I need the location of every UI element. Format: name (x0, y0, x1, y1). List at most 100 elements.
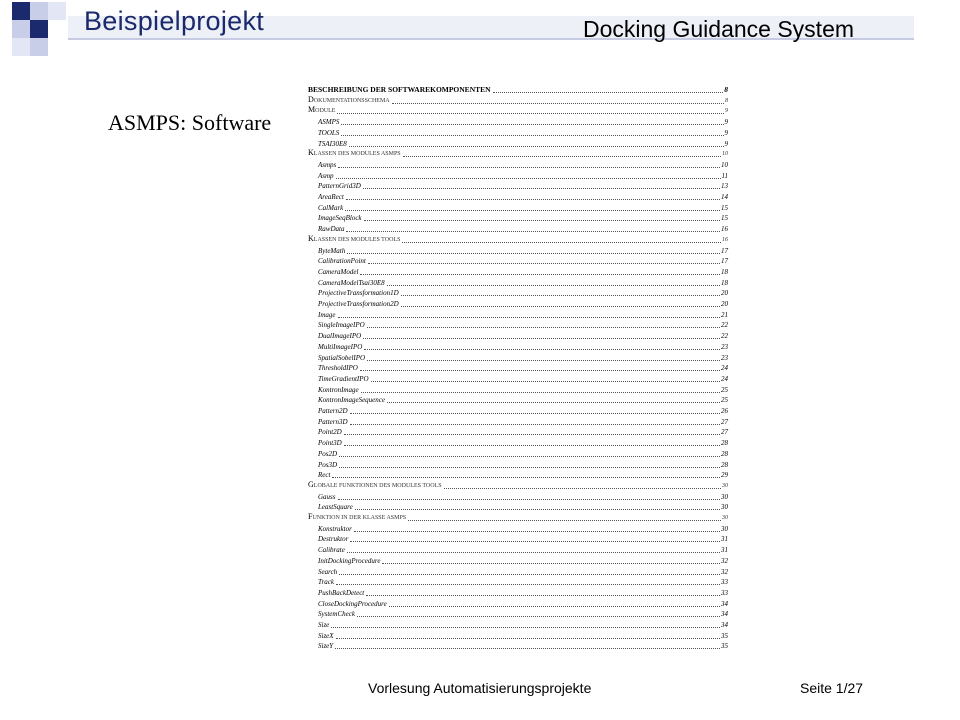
toc-entry: CameraModelTsai30E8 18 (308, 277, 728, 287)
toc-entry-page: 28 (721, 460, 728, 469)
toc-entry-label: Pattern2D (318, 407, 348, 415)
toc-leader-dots (388, 601, 720, 607)
toc-entry: Pos3D 28 (308, 459, 728, 469)
toc-entry-label: KLASSEN DES MODULES ASMPS (308, 148, 401, 158)
toc-entry-label: CloseDockingProcedure (318, 599, 387, 608)
toc-entry: Image 21 (308, 309, 728, 319)
toc-leader-dots (345, 194, 720, 200)
toc-entry: TSAI30E8 9 (308, 138, 728, 148)
toc-entry-label: SizeY (318, 642, 334, 651)
toc-leader-dots (335, 579, 720, 586)
toc-leader-dots (382, 558, 720, 564)
toc-leader-dots (350, 536, 720, 543)
toc-leader-dots (341, 119, 724, 126)
toc-entry: Track 33 (308, 576, 728, 586)
toc-leader-dots (367, 258, 720, 265)
toc-entry-label: InitDockingProcedure (318, 556, 381, 565)
toc-entry: DualImageIPO 22 (308, 330, 728, 340)
toc-entry: ByteMath 17 (308, 245, 728, 255)
toc-entry: PushBackDetect 33 (308, 587, 728, 597)
toc-entry-label: PushBackDetect (318, 588, 365, 597)
toc-leader-dots (367, 355, 720, 361)
toc-entry-page: 31 (721, 535, 728, 544)
toc-entry: SizeY 35 (308, 640, 728, 650)
toc-entry-page: 15 (721, 203, 728, 212)
toc-entry: PatternGrid3D 13 (308, 180, 728, 190)
toc-entry-page: 9 (724, 139, 729, 148)
toc-entry-page: 34 (721, 599, 728, 608)
toc-entry-page: 27 (721, 428, 728, 437)
toc-leader-dots (356, 611, 720, 618)
toc-entry: Search 32 (308, 566, 728, 576)
toc-entry: FUNKTION IN DER KLASSE ASMPS 30 (308, 512, 728, 522)
toc-entry-label: Rect (318, 471, 331, 480)
toc-entry-page: 22 (721, 321, 728, 330)
toc-leader-dots (339, 569, 720, 575)
toc-entry-page: 30 (721, 524, 728, 533)
toc-entry: Pos2D 28 (308, 448, 728, 458)
toc-leader-dots (347, 248, 720, 254)
toc-leader-dots (360, 387, 720, 393)
toc-entry-page: 8 (725, 97, 728, 104)
toc-entry-page: 33 (721, 578, 728, 587)
toc-entry-page: 30 (722, 482, 728, 489)
toc-entry-label: SizeX (318, 631, 334, 640)
toc-entry: ASMPS 9 (308, 116, 728, 126)
toc-entry-label: Pos3D (318, 460, 338, 469)
page-number: Seite 1/27 (800, 680, 864, 696)
title-bar (68, 16, 914, 40)
toc-entry-label: FUNKTION IN DER KLASSE ASMPS (308, 512, 407, 522)
toc-leader-dots (363, 215, 720, 222)
toc-entry: CameraModel 18 (308, 266, 728, 276)
toc-entry: Konstruktor 30 (308, 523, 728, 533)
toc-entry: CalibrationPoint 17 (308, 255, 728, 265)
toc-leader-dots (335, 173, 721, 179)
toc-leader-dots (345, 205, 720, 211)
toc-entry-label: Image (318, 310, 336, 319)
toc-entry-label: ProjectiveTransformation2D (318, 300, 399, 308)
toc-leader-dots (346, 547, 720, 554)
toc-entry-page: 32 (721, 556, 728, 565)
toc-entry-label: Size (318, 621, 330, 629)
toc-entry: MODULE 9 (308, 105, 728, 115)
toc-entry: KontronImageSequence 25 (308, 394, 728, 404)
toc-leader-dots (387, 397, 720, 404)
toc-entry-page: 30 (721, 492, 728, 501)
toc-entry-label: AreaRect (318, 193, 344, 201)
toc-entry-label: TOOLS (318, 128, 340, 137)
toc-entry-page: 20 (721, 289, 728, 298)
toc-entry-page: 28 (721, 439, 728, 448)
toc-entry-label: KLASSEN DES MODULES TOOLS (308, 233, 401, 243)
slide-subtitle: Docking Guidance System (583, 16, 855, 42)
toc-leader-dots (331, 622, 720, 628)
toc-leader-dots (337, 108, 724, 115)
toc-entry: TimeGradientIPO 24 (308, 373, 728, 383)
toc-entry-page: 14 (721, 193, 728, 201)
toc-entry-page: 9 (724, 118, 729, 127)
toc-entry: BESCHREIBUNG DER SOFTWAREKOMPONENTEN 8 (308, 84, 728, 94)
decor-square (30, 38, 48, 56)
decor-square (30, 20, 48, 38)
toc-leader-dots (338, 162, 720, 168)
toc-entry-label: ProjectiveTransformation1D (318, 289, 399, 298)
toc-entry: KLASSEN DES MODULES TOOLS 16 (308, 234, 728, 244)
decor-square (12, 2, 30, 20)
toc-entry: Point3D 28 (308, 437, 728, 447)
toc-entry-label: MultiImageIPO (318, 342, 363, 351)
toc-entry: InitDockingProcedure 32 (308, 555, 728, 565)
toc-entry: DOKUMENTATIONSSCHEMA 8 (308, 95, 728, 105)
toc-entry-label: Calibrate (318, 546, 345, 555)
toc-entry-label: Track (318, 578, 334, 587)
toc-leader-dots (348, 141, 724, 147)
table-of-contents: BESCHREIBUNG DER SOFTWAREKOMPONENTEN 8 DOK… (308, 80, 728, 660)
toc-leader-dots (337, 494, 720, 500)
toc-entry-page: 28 (721, 449, 728, 458)
toc-entry: ThresholdIPO 24 (308, 362, 728, 372)
toc-entry-label: Pos2D (318, 449, 338, 458)
toc-entry-label: SystemCheck (318, 610, 355, 619)
toc-entry: Destruktor 31 (308, 533, 728, 543)
toc-entry-label: GLOBALE FUNKTIONEN DES MODULES TOOLS (308, 479, 442, 489)
toc-entry-label: RawData (318, 225, 345, 234)
toc-leader-dots (346, 226, 720, 233)
slide-title: Beispielprojekt (84, 6, 265, 36)
